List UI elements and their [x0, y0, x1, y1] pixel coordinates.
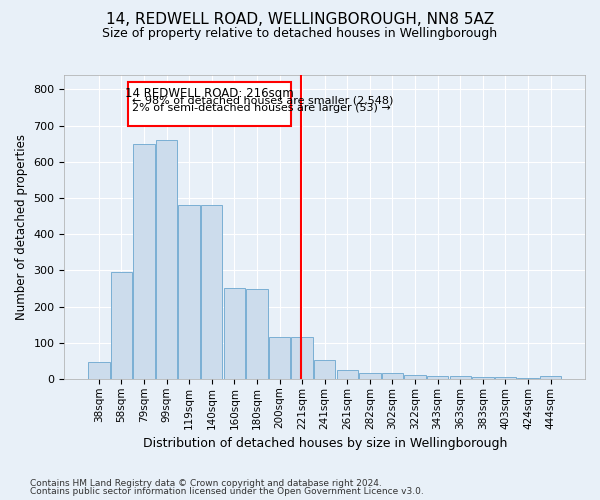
Bar — [156, 140, 177, 379]
Bar — [269, 338, 290, 379]
Text: Contains HM Land Registry data © Crown copyright and database right 2024.: Contains HM Land Registry data © Crown c… — [30, 478, 382, 488]
Bar — [382, 374, 403, 379]
Bar — [427, 376, 448, 379]
Bar — [359, 374, 380, 379]
Bar — [246, 289, 268, 379]
Bar — [517, 378, 539, 379]
Bar — [472, 377, 494, 379]
Bar — [110, 272, 132, 379]
Bar — [540, 376, 562, 379]
Text: 2% of semi-detached houses are larger (53) →: 2% of semi-detached houses are larger (5… — [131, 103, 391, 113]
Bar — [449, 376, 471, 379]
Bar — [178, 205, 200, 379]
Bar — [292, 338, 313, 379]
X-axis label: Distribution of detached houses by size in Wellingborough: Distribution of detached houses by size … — [143, 437, 507, 450]
FancyBboxPatch shape — [128, 82, 291, 126]
Text: ← 98% of detached houses are smaller (2,548): ← 98% of detached houses are smaller (2,… — [131, 96, 393, 106]
Bar — [201, 205, 223, 379]
Y-axis label: Number of detached properties: Number of detached properties — [15, 134, 28, 320]
Text: 14, REDWELL ROAD, WELLINGBOROUGH, NN8 5AZ: 14, REDWELL ROAD, WELLINGBOROUGH, NN8 5A… — [106, 12, 494, 28]
Text: Size of property relative to detached houses in Wellingborough: Size of property relative to detached ho… — [103, 28, 497, 40]
Bar — [314, 360, 335, 379]
Text: Contains public sector information licensed under the Open Government Licence v3: Contains public sector information licen… — [30, 487, 424, 496]
Bar — [133, 144, 155, 379]
Bar — [337, 370, 358, 379]
Bar — [404, 376, 426, 379]
Text: 14 REDWELL ROAD: 216sqm: 14 REDWELL ROAD: 216sqm — [125, 86, 294, 100]
Bar — [494, 377, 516, 379]
Bar — [88, 362, 110, 379]
Bar — [224, 288, 245, 379]
